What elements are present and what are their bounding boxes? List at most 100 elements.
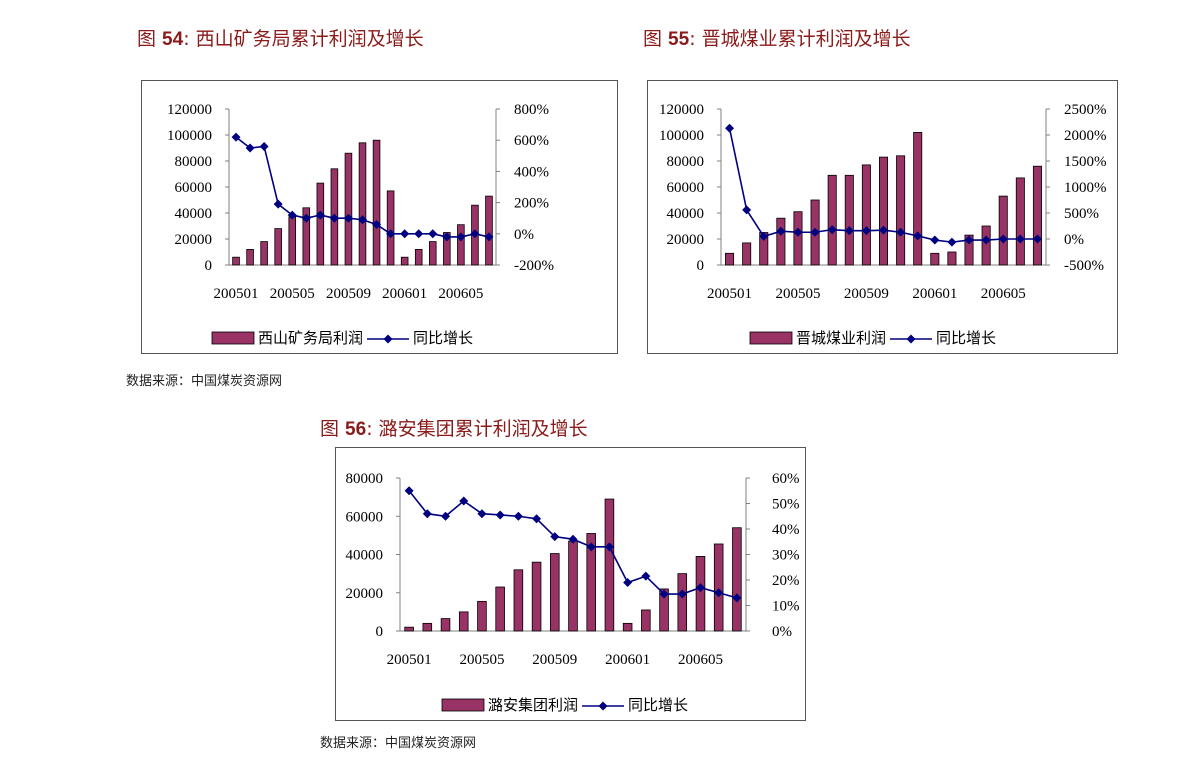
bar-200509: [550, 553, 560, 632]
figure-title-prefix: 图: [137, 28, 163, 50]
x-tick-label: 200501: [707, 286, 752, 302]
y-tick-label-left: 80000: [667, 154, 705, 170]
y-tick-label-right: 40%: [772, 522, 800, 538]
y-tick-label-left: 100000: [659, 128, 704, 144]
x-tick-label: 200509: [326, 286, 371, 302]
x-tick-label: 200505: [459, 652, 504, 668]
growth-point-200503: [759, 231, 769, 241]
y-tick-label-right: 50%: [772, 497, 800, 513]
y-tick-label-right: 0%: [772, 624, 792, 640]
bar-200508: [531, 561, 542, 632]
y-tick-label-left: 0: [205, 258, 213, 274]
bar-200501: [232, 256, 240, 266]
y-tick-label-left: 40000: [346, 548, 384, 564]
bar-200510: [878, 156, 889, 266]
bar-200508: [844, 174, 854, 266]
figure-title-55: 图 55: 晋城煤业累计利润及增长: [643, 24, 911, 51]
bar-200509: [861, 164, 871, 266]
growth-point-200506: [810, 227, 820, 237]
growth-point-200603: [428, 229, 438, 239]
x-tick-label: 200509: [844, 286, 889, 302]
growth-point-200512: [604, 542, 614, 552]
y-tick-label-right: 2000%: [1064, 128, 1107, 144]
figure-title-text: 晋城煤业累计利润及增长: [701, 28, 911, 50]
growth-point-200505: [287, 210, 297, 220]
growth-point-200505: [793, 227, 803, 237]
growth-point-200502: [742, 205, 752, 215]
growth-point-200506: [301, 213, 311, 223]
growth-point-200509: [343, 213, 353, 223]
growth-point-200606: [1015, 234, 1025, 244]
growth-point-200605: [456, 232, 466, 242]
growth-point-200511: [586, 542, 596, 552]
x-tick-label: 200601: [382, 286, 427, 302]
bar-200502: [422, 622, 433, 632]
growth-point-200604: [981, 235, 991, 245]
bar-200505: [793, 211, 803, 266]
growth-point-200503: [441, 511, 451, 521]
bar-200504: [776, 217, 786, 266]
y-tick-label-right: 1500%: [1064, 154, 1107, 170]
y-tick-label-right: 200%: [514, 196, 549, 212]
bar-200511: [372, 139, 381, 266]
x-tick-label: 200501: [387, 652, 432, 668]
x-tick-label: 200501: [214, 286, 259, 302]
legend-line-marker: [906, 334, 916, 344]
bar-200604: [677, 573, 688, 632]
bar-200506: [495, 586, 505, 632]
x-tick-label: 200509: [532, 652, 577, 668]
bar-200601: [622, 622, 633, 632]
growth-point-200512: [913, 231, 923, 241]
figure-title-text: 西山矿务局累计利润及增长: [195, 28, 424, 50]
y-tick-label-left: 0: [376, 624, 384, 640]
growth-point-200507: [827, 225, 837, 235]
y-tick-label-left: 120000: [167, 102, 212, 118]
x-tick-label: 200601: [605, 652, 650, 668]
bar-200512: [604, 498, 615, 632]
growth-point-200601: [400, 229, 410, 239]
growth-point-200605: [695, 583, 705, 593]
y-tick-label-right: 400%: [514, 164, 549, 180]
bar-200601: [930, 252, 940, 266]
x-tick-label: 200505: [775, 286, 820, 302]
growth-point-200607: [732, 593, 742, 603]
bar-200511: [896, 155, 906, 266]
legend-bar-label: 西山矿务局利润: [258, 329, 363, 347]
growth-point-200510: [879, 225, 888, 235]
bar-200511: [586, 533, 596, 632]
y-tick-label-left: 20000: [175, 232, 213, 248]
legend-bar-swatch: [211, 331, 255, 345]
growth-point-200504: [776, 226, 786, 236]
bar-200506: [302, 207, 311, 266]
growth-point-200606: [470, 229, 480, 239]
y-tick-label-left: 40000: [667, 206, 705, 222]
y-tick-label-left: 20000: [346, 586, 384, 602]
growth-point-200504: [273, 199, 283, 209]
x-tick-label: 200605: [438, 286, 483, 302]
chart-54: 120000 100000 80000 60000 40000 20000 0 800% 600…: [167, 102, 554, 347]
source-note: 数据来源：中国煤炭资源网: [126, 374, 283, 389]
bar-200602: [947, 251, 957, 266]
y-tick-label-left: 60000: [667, 180, 705, 196]
bar-200605: [695, 556, 706, 632]
x-tick-label: 200605: [981, 286, 1026, 302]
bar-200504: [458, 611, 469, 632]
legend-bar-label: 晋城煤业利润: [796, 329, 886, 347]
bar-200501: [725, 252, 735, 266]
figure-title-prefix: 图: [320, 418, 346, 440]
chart-56: 80000 60000 40000 20000 0 60% 50% 40% 30% 20% 10% 0…: [346, 471, 800, 714]
figure-title-separator: :: [366, 418, 373, 440]
y-tick-label-left: 80000: [175, 154, 213, 170]
bar-200607: [1032, 165, 1042, 266]
growth-point-200508: [329, 213, 339, 223]
figure-title-separator: :: [689, 28, 696, 50]
growth-point-200509: [550, 532, 560, 542]
y-tick-label-left: 60000: [175, 180, 213, 196]
growth-point-200507: [513, 511, 523, 521]
growth-point-200511: [372, 219, 382, 229]
growth-point-200511: [896, 227, 906, 237]
bar-200507: [827, 174, 837, 266]
growth-point-200602: [641, 571, 651, 581]
bar-200604: [981, 225, 991, 266]
growth-point-200601: [930, 235, 940, 245]
